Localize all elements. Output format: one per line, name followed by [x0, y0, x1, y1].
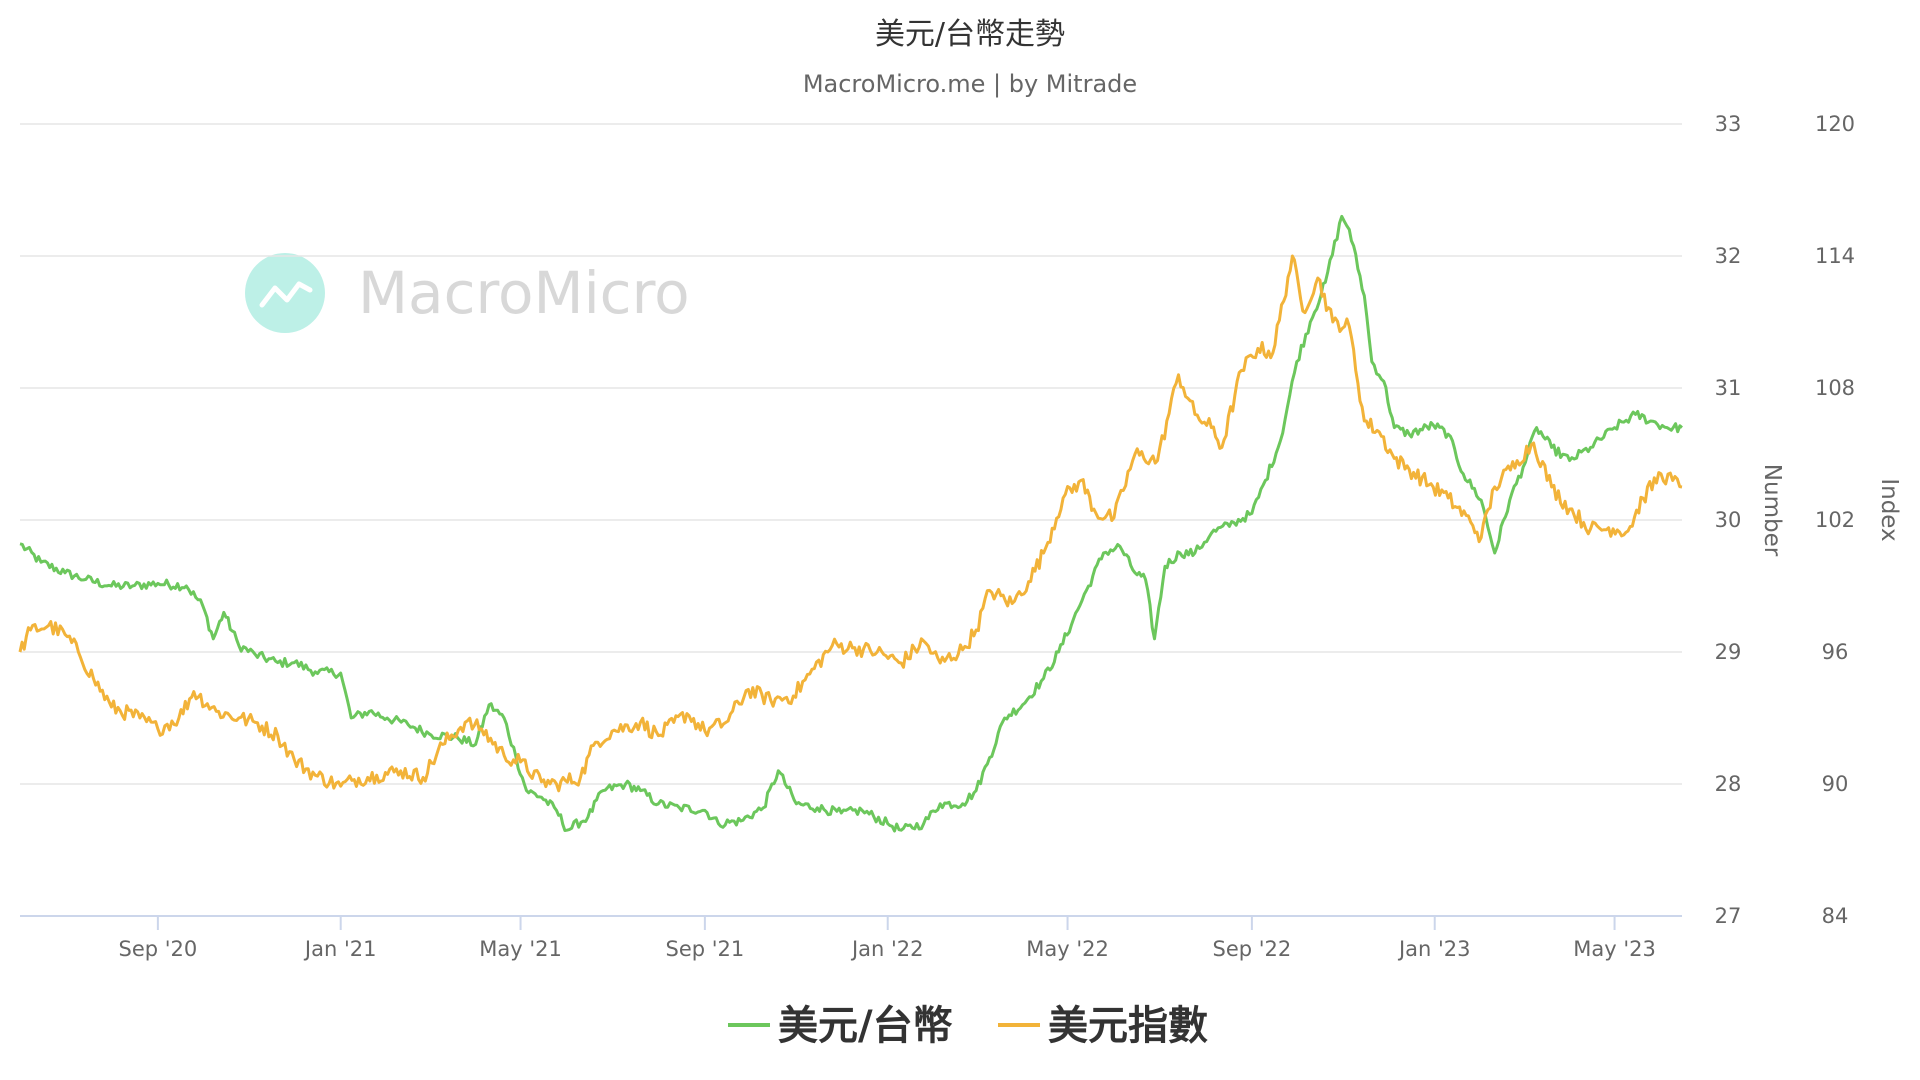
x-tick-label: Sep '21 [666, 937, 745, 961]
y-left-tick-label: 32 [1715, 244, 1742, 268]
y-axis-right: 84 90 96 102 108 114 120 [1815, 112, 1855, 928]
series-line-0 [19, 214, 1683, 833]
legend-item[interactable]: 美元/台幣 [778, 1003, 953, 1049]
y-right-tick-label: 90 [1822, 772, 1849, 796]
y-right-tick-label: 84 [1822, 904, 1849, 928]
chart-subtitle: MacroMicro.me | by Mitrade [803, 70, 1137, 98]
y-right-tick-label: 114 [1815, 244, 1855, 268]
watermark: MacroMicro [245, 253, 690, 333]
watermark-logo-icon [245, 253, 325, 333]
y-right-tick-label: 102 [1815, 508, 1855, 532]
x-tick-label: Jan '23 [1397, 937, 1471, 961]
x-tick-label: Jan '22 [850, 937, 924, 961]
y-left-tick-label: 31 [1715, 376, 1742, 400]
x-axis: Sep '20 Jan '21 May '21 Sep '21 Jan '22 May '… [20, 915, 1682, 961]
grid-lines [20, 123, 1682, 785]
watermark-logo-mark [259, 281, 313, 308]
x-tick-label: May '22 [1026, 937, 1109, 961]
series-layer [18, 214, 1683, 833]
watermark-text: MacroMicro [358, 259, 690, 327]
chart-title: 美元/台幣走勢 [875, 17, 1065, 52]
x-tick-label: Sep '22 [1213, 937, 1292, 961]
y-right-tick-label: 96 [1822, 640, 1849, 664]
y-left-tick-label: 27 [1715, 904, 1742, 928]
legend: 美元/台幣 美元指數 [728, 1003, 1208, 1049]
y-left-tick-label: 28 [1715, 772, 1742, 796]
x-tick-label: Sep '20 [119, 937, 198, 961]
x-tick-label: May '23 [1573, 937, 1656, 961]
series-line-1 [18, 254, 1683, 793]
y-axis-left: 27 28 29 30 31 32 33 [1715, 112, 1742, 928]
y-left-tick-label: 29 [1715, 640, 1742, 664]
y-right-tick-label: 120 [1815, 112, 1855, 136]
y-left-tick-label: 30 [1715, 508, 1742, 532]
legend-item[interactable]: 美元指數 [1048, 1003, 1208, 1049]
x-tick-label: Jan '21 [303, 937, 377, 961]
y-left-tick-label: 33 [1715, 112, 1742, 136]
x-tick-label: May '21 [479, 937, 562, 961]
y-axis-right-title: Index [1876, 478, 1902, 541]
y-axis-left-title: Number [1759, 464, 1785, 557]
y-right-tick-label: 108 [1815, 376, 1855, 400]
